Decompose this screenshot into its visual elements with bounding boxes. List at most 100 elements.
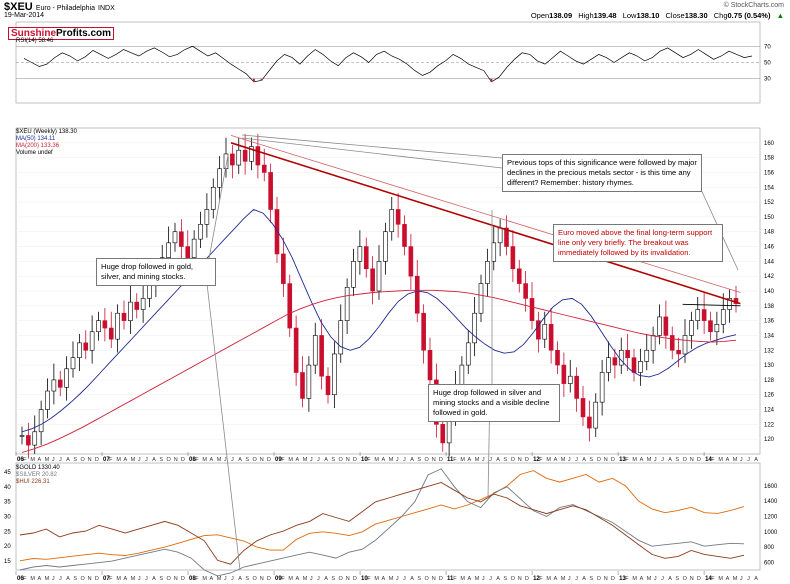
price-candle-body: [567, 375, 573, 384]
price-candle-body: [89, 331, 95, 351]
price-candle-body: [376, 261, 382, 292]
metals-series-line-silver: [19, 468, 745, 577]
x-month-label: S: [331, 457, 335, 463]
x-month-label: M: [460, 576, 465, 582]
price-candle-body: [669, 335, 675, 351]
price-candle-body: [676, 349, 681, 355]
rsi-tick-label: 30: [764, 77, 771, 83]
close-label: Close: [665, 11, 685, 20]
x-month-label: M: [475, 576, 480, 582]
price-candle-body: [523, 283, 528, 299]
trendline: [682, 303, 741, 307]
price-candle-body: [166, 242, 171, 258]
price-candle-body: [555, 349, 560, 366]
price-candle-body: [389, 209, 395, 233]
price-candle-body: [548, 324, 554, 351]
price-candle-body: [223, 153, 229, 170]
x-month-label: N: [432, 457, 436, 463]
x-month-label: S: [159, 457, 163, 463]
price-candle-body: [574, 375, 579, 399]
x-year-label: 11: [447, 576, 454, 582]
x-month-label: A: [726, 457, 730, 463]
x-month-label: M: [116, 576, 121, 582]
x-month-label: O: [683, 457, 688, 463]
price-candle-body: [108, 327, 114, 340]
price-candle-body: [45, 390, 50, 410]
rsi-legend: RSI(14) 58.46: [16, 38, 54, 44]
x-year-label: 12: [533, 576, 540, 582]
x-month-label: A: [640, 457, 644, 463]
x-month-label: M: [45, 457, 50, 463]
x-month-label: J: [403, 457, 406, 463]
x-month-label: D: [439, 576, 443, 582]
x-month-label: F: [367, 457, 371, 463]
price-candle-body: [383, 231, 388, 262]
price-tick-label: 136: [764, 319, 775, 325]
chg-value: 0.75 (0.54%): [727, 11, 771, 20]
x-month-label: F: [453, 457, 457, 463]
x-month-label: D: [353, 576, 357, 582]
x-month-label: M: [632, 576, 637, 582]
x-month-label: J: [482, 576, 485, 582]
price-candle-body: [83, 342, 89, 351]
x-month-label: D: [95, 457, 99, 463]
x-month-label: A: [468, 457, 472, 463]
price-candle-body: [57, 379, 63, 388]
price-candle-body: [357, 246, 363, 262]
price-candle-body: [38, 409, 44, 433]
price-candle-body: [70, 357, 76, 370]
price-candle-body: [332, 353, 337, 396]
price-tick-label: 126: [764, 393, 775, 399]
x-month-label: O: [511, 457, 516, 463]
x-year-label: 13: [619, 457, 626, 463]
price-candle-body: [421, 312, 426, 351]
x-month-label: J: [145, 457, 148, 463]
x-month-label: J: [317, 576, 320, 582]
x-month-label: S: [589, 576, 593, 582]
price-candle-body: [536, 320, 541, 340]
x-year-label: 14: [705, 576, 712, 582]
price-candle-body: [102, 320, 108, 329]
price-candle-body: [689, 320, 694, 336]
price-candle-body: [657, 316, 662, 336]
x-month-label: M: [647, 457, 652, 463]
price-candle-body: [204, 209, 210, 225]
price-candle-body: [51, 379, 57, 392]
price-candle-body: [701, 309, 707, 321]
metals-right-tick-label: 600: [764, 560, 775, 566]
x-month-label: J: [747, 457, 750, 463]
x-month-label: S: [159, 576, 163, 582]
x-year-label: 07: [103, 457, 110, 463]
x-month-label: S: [417, 457, 421, 463]
price-candle-body: [261, 164, 267, 173]
price-candle-body: [631, 357, 637, 373]
price-tick-label: 138: [764, 304, 775, 310]
metals-legend-entry: $SILVER 20.82: [16, 472, 57, 478]
price-candle-body: [402, 224, 407, 247]
x-month-label: M: [561, 457, 566, 463]
open-value: 138.09: [549, 11, 573, 20]
x-month-label: N: [604, 457, 608, 463]
price-candle-body: [644, 349, 650, 362]
x-month-label: J: [403, 576, 406, 582]
x-month-label: S: [331, 576, 335, 582]
x-month-label: J: [661, 457, 664, 463]
x-month-label: J: [489, 576, 492, 582]
x-month-label: J: [310, 576, 313, 582]
x-month-label: M: [460, 457, 465, 463]
price-candle-body: [440, 424, 446, 444]
metals-series-line-hui: [19, 482, 745, 565]
x-month-label: S: [245, 457, 249, 463]
price-candle-body: [580, 398, 586, 418]
x-month-label: J: [489, 457, 492, 463]
x-month-label: A: [496, 457, 500, 463]
x-month-label: A: [468, 576, 472, 582]
price-candle-body: [179, 231, 184, 247]
x-month-label: F: [711, 457, 715, 463]
x-year-label: 13: [619, 576, 626, 582]
x-month-label: S: [245, 576, 249, 582]
x-month-label: M: [389, 457, 394, 463]
metals-legend-entry: $GOLD 1330.40: [16, 465, 60, 471]
price-candle-body: [140, 298, 146, 310]
x-month-label: D: [697, 457, 701, 463]
